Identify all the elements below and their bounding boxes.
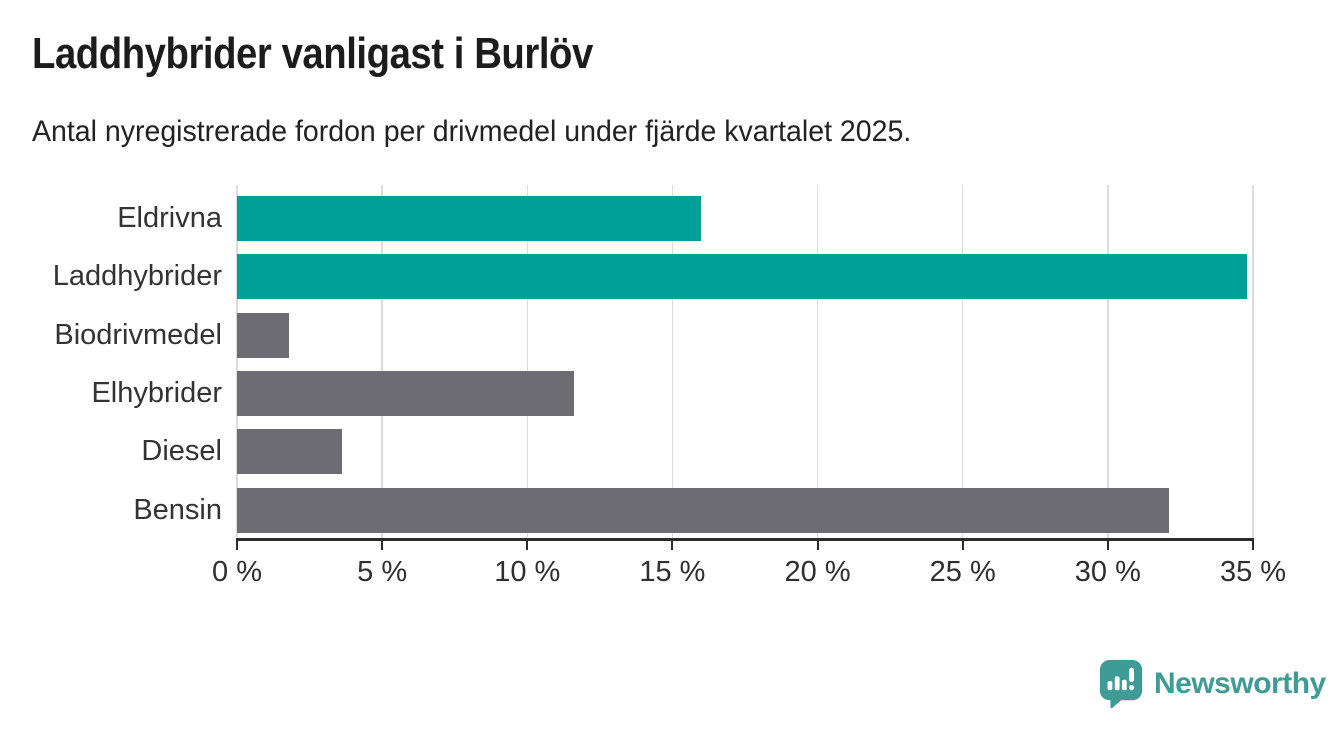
x-tick-label: 30 % bbox=[1074, 556, 1141, 588]
bar bbox=[237, 371, 574, 417]
gridline bbox=[1107, 185, 1109, 539]
plot-area: 0 % 5 % 10 % 15 % 20 % 25 % 30 % 35 % bbox=[212, 185, 1286, 588]
chart-subtitle: Antal nyregistrerade fordon per drivmede… bbox=[32, 115, 912, 148]
newsworthy-wordmark: Newsworthy bbox=[1154, 667, 1326, 700]
bar bbox=[237, 312, 290, 358]
x-tick-label: 0 % bbox=[212, 556, 262, 588]
bar bbox=[237, 196, 702, 241]
x-tick-mark bbox=[671, 538, 674, 550]
gridline bbox=[381, 185, 383, 539]
x-axis-line bbox=[237, 538, 1253, 541]
category-label: Biodrivmedel bbox=[54, 318, 222, 351]
x-tick-label: 25 % bbox=[929, 556, 996, 588]
x-tick-label: 5 % bbox=[357, 556, 408, 588]
category-label: Bensin bbox=[133, 493, 222, 526]
x-tick-mark bbox=[381, 538, 384, 550]
gridline bbox=[1252, 185, 1254, 539]
category-label: Diesel bbox=[141, 435, 222, 468]
gridline bbox=[671, 185, 674, 539]
category-label: Elhybrider bbox=[91, 377, 222, 410]
newsworthy-logo[interactable]: Newsworthy bbox=[1098, 658, 1326, 710]
x-tick-mark bbox=[1252, 538, 1254, 550]
gridline bbox=[961, 185, 964, 539]
x-tick-label: 20 % bbox=[784, 556, 851, 588]
category-label: Laddhybrider bbox=[52, 260, 222, 293]
bar bbox=[237, 487, 1169, 533]
bar bbox=[237, 254, 1248, 300]
gridline bbox=[236, 185, 238, 539]
x-tick-label: 35 % bbox=[1219, 556, 1287, 588]
x-tick-mark bbox=[961, 538, 964, 550]
chart-title: Laddhybrider vanligast i Burlöv bbox=[32, 29, 593, 78]
bar-chart: Eldrivna Laddhybrider Biodrivmedel Elhybrid… bbox=[0, 185, 1340, 595]
x-tick-mark bbox=[816, 538, 819, 550]
x-tick-mark bbox=[526, 538, 529, 550]
gridline bbox=[526, 185, 529, 539]
speech-bubble-bar-chart-icon bbox=[1099, 660, 1143, 709]
x-tick-label: 15 % bbox=[639, 556, 706, 588]
bar bbox=[237, 429, 342, 475]
gridline bbox=[816, 185, 819, 539]
category-label: Eldrivna bbox=[117, 202, 222, 234]
x-tick-mark bbox=[1106, 538, 1109, 550]
x-tick-label: 10 % bbox=[494, 556, 561, 588]
category-axis: Eldrivna Laddhybrider Biodrivmedel Elhybrid… bbox=[0, 185, 222, 541]
x-tick-mark bbox=[236, 538, 238, 550]
